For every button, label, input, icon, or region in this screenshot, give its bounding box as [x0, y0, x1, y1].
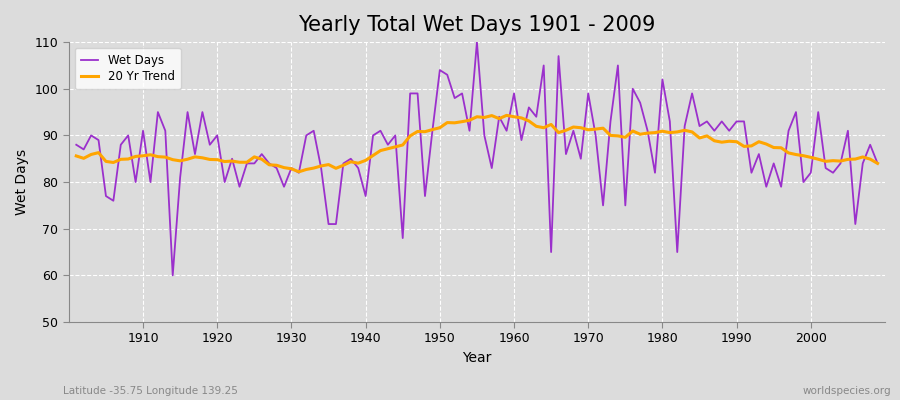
Wet Days — [872, 161, 883, 166]
20 Yr Trend — [130, 154, 141, 159]
20 Yr Trend — [516, 116, 526, 120]
Line: 20 Yr Trend: 20 Yr Trend — [76, 115, 878, 172]
Line: Wet Days: Wet Days — [76, 42, 878, 275]
Wet Days — [167, 273, 178, 278]
Wet Days — [524, 105, 535, 110]
20 Yr Trend — [613, 134, 624, 138]
Legend: Wet Days, 20 Yr Trend: Wet Days, 20 Yr Trend — [75, 48, 181, 89]
Y-axis label: Wet Days: Wet Days — [15, 149, 29, 215]
Wet Days — [472, 40, 482, 44]
Text: Latitude -35.75 Longitude 139.25: Latitude -35.75 Longitude 139.25 — [63, 386, 238, 396]
Text: worldspecies.org: worldspecies.org — [803, 386, 891, 396]
Wet Days — [301, 133, 311, 138]
20 Yr Trend — [301, 167, 311, 172]
20 Yr Trend — [346, 159, 356, 164]
20 Yr Trend — [71, 154, 82, 158]
Wet Days — [71, 142, 82, 147]
Title: Yearly Total Wet Days 1901 - 2009: Yearly Total Wet Days 1901 - 2009 — [298, 15, 655, 35]
Wet Days — [613, 63, 624, 68]
20 Yr Trend — [872, 161, 883, 166]
20 Yr Trend — [524, 118, 535, 123]
20 Yr Trend — [293, 170, 304, 174]
Wet Days — [516, 138, 526, 142]
X-axis label: Year: Year — [463, 351, 491, 365]
Wet Days — [346, 156, 356, 161]
Wet Days — [130, 180, 141, 184]
20 Yr Trend — [501, 113, 512, 118]
